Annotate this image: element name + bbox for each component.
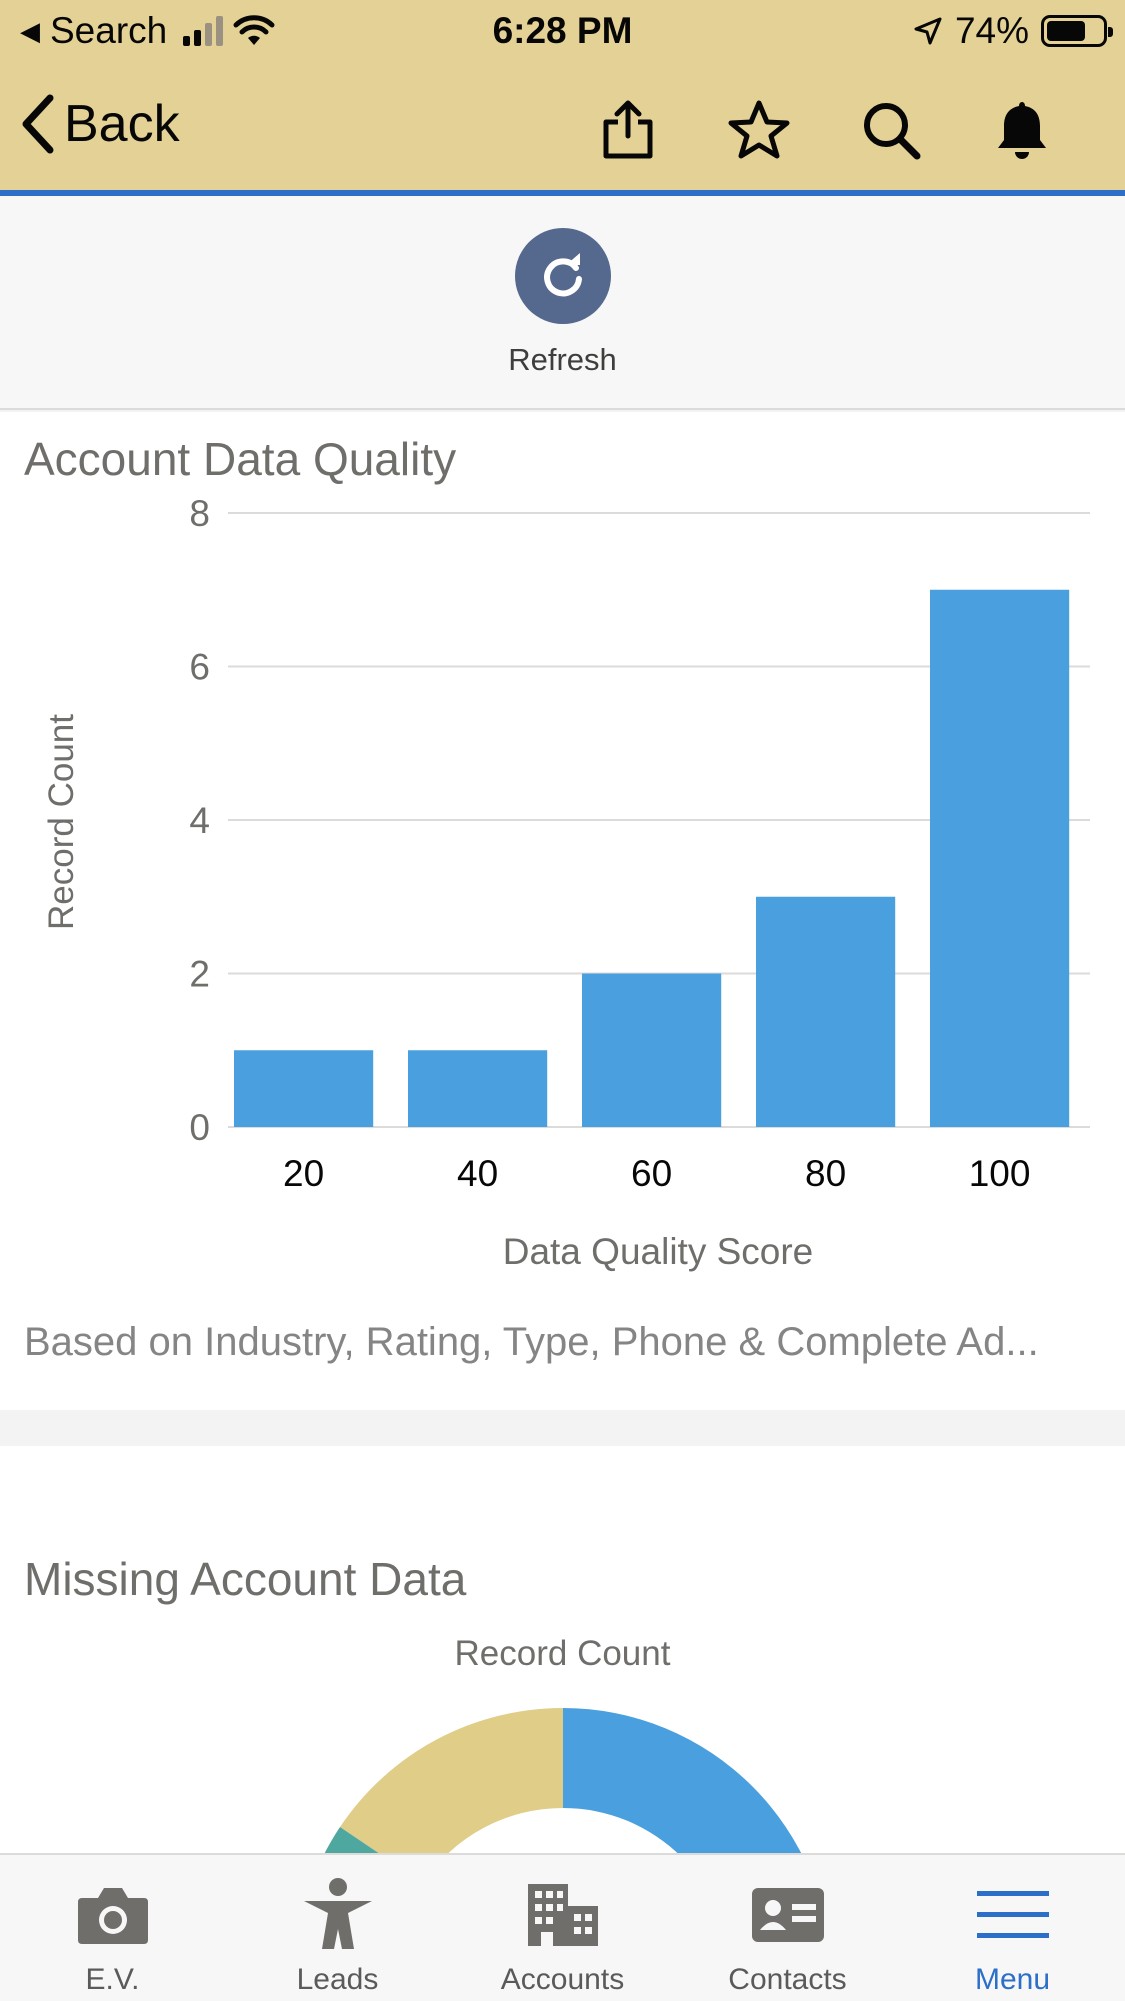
chart-y-ticks: 0 2 4 6 8 (189, 493, 210, 1148)
header-accent-rule (0, 190, 1125, 196)
battery-percent: 74% (954, 10, 1029, 51)
chevron-left-icon (22, 94, 54, 154)
y-tick-label: 8 (189, 493, 210, 534)
bar-100[interactable] (930, 589, 1070, 1127)
card-title: Account Data Quality (24, 433, 457, 485)
y-tick-label: 0 (189, 1107, 210, 1148)
header: ◀ Search 6:28 PM 74% Back (0, 0, 1125, 196)
bar-20[interactable] (234, 1050, 374, 1127)
tab-leads[interactable]: Leads (225, 1855, 450, 2001)
navbar: Back (0, 80, 1125, 176)
battery-icon (1041, 15, 1113, 47)
x-tick-label: 60 (631, 1153, 672, 1194)
donut-label: Record Count (454, 1634, 671, 1673)
tab-bar: E.V. Leads A (0, 1853, 1125, 2001)
account-data-quality-card: Account Data Quality 0 2 4 6 8 20 40 60 80 100 R… (0, 412, 1125, 1410)
status-right: 74% (913, 10, 1113, 52)
back-label: Back (64, 95, 180, 153)
missing-account-data-card: Missing Account Data Record Count (0, 1446, 1125, 1858)
bar-chart: 0 2 4 6 8 20 40 60 80 100 Record Count Data Qual… (42, 493, 1090, 1272)
x-tick-label: 40 (457, 1153, 498, 1194)
status-time: 6:28 PM (492, 10, 633, 51)
tab-label: Leads (296, 1963, 379, 1996)
leads-icon (303, 1878, 372, 1949)
tab-label: E.V. (85, 1963, 140, 1996)
back-button[interactable]: Back (20, 94, 180, 154)
bell-icon[interactable] (990, 98, 1054, 162)
refresh-icon (544, 253, 582, 297)
chart-x-ticks: 20 40 60 80 100 (283, 1153, 1030, 1194)
share-icon[interactable] (596, 98, 660, 162)
camera-icon (77, 1888, 148, 1944)
refresh-label: Refresh (508, 342, 617, 377)
card-title: Missing Account Data (24, 1553, 467, 1605)
refresh-button[interactable] (515, 228, 611, 324)
chart-footnote: Based on Industry, Rating, Type, Phone &… (24, 1320, 1039, 1364)
x-tick-label: 20 (283, 1153, 324, 1194)
back-triangle-icon: ◀ (20, 15, 40, 46)
search-icon[interactable] (859, 98, 923, 162)
donut-segment-blue[interactable] (563, 1708, 831, 1858)
chart-x-axis-label: Data Quality Score (503, 1231, 814, 1272)
star-icon[interactable] (727, 98, 791, 162)
contact-card-icon (751, 1888, 824, 1942)
location-arrow-icon (914, 17, 942, 45)
tab-accounts[interactable]: Accounts (450, 1855, 675, 2001)
donut-segment-tan[interactable] (340, 1707, 563, 1858)
status-bar: ◀ Search 6:28 PM 74% (0, 0, 1125, 64)
tab-label: Accounts (500, 1963, 625, 1996)
chart-bars (234, 589, 1070, 1128)
status-back-app: Search (50, 10, 168, 51)
status-left[interactable]: ◀ Search (20, 10, 275, 52)
signal-icon (183, 16, 224, 46)
bar-40[interactable] (408, 1050, 548, 1127)
building-icon (527, 1884, 598, 1946)
chart-y-axis-label: Record Count (42, 714, 81, 930)
tab-label: Menu (974, 1963, 1051, 1996)
y-tick-label: 4 (189, 800, 210, 841)
tab-ev[interactable]: E.V. (0, 1855, 225, 2001)
refresh-area: Refresh (0, 196, 1125, 410)
bar-80[interactable] (756, 896, 896, 1127)
tab-label: Contacts (728, 1963, 847, 1996)
donut-segment-teal[interactable] (295, 1827, 423, 1858)
menu-icon (976, 1891, 1049, 1938)
x-tick-label: 80 (805, 1153, 846, 1194)
y-tick-label: 6 (189, 647, 210, 688)
tab-contacts[interactable]: Contacts (675, 1855, 900, 2001)
donut-chart (295, 1707, 831, 1858)
x-tick-label: 100 (969, 1153, 1031, 1194)
bar-60[interactable] (582, 973, 722, 1128)
wifi-icon (233, 15, 275, 45)
tab-menu[interactable]: Menu (900, 1855, 1125, 2001)
y-tick-label: 2 (189, 954, 210, 995)
